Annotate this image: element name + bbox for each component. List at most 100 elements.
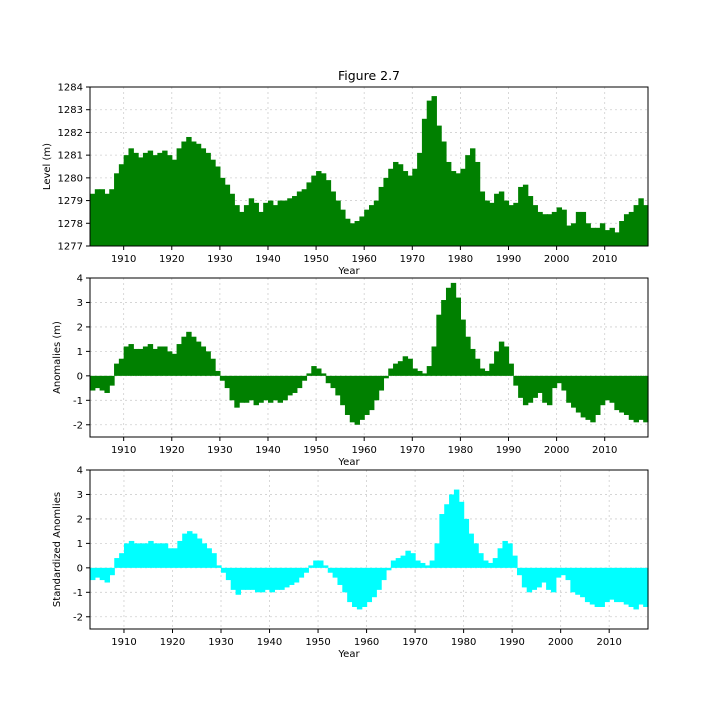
bar-anomalies [239,375,245,403]
bar-anomalies [340,375,346,406]
bar-level [426,100,433,246]
bar-level [494,193,500,246]
bar-standardized [390,560,397,568]
bar-level [571,223,577,246]
bar-anomalies [489,363,495,376]
y-tick-label: 1279 [58,196,83,207]
bar-standardized [371,567,377,598]
bar-level [436,125,442,246]
bar-level [253,202,259,246]
bar-standardized [240,567,246,590]
bar-level [474,161,481,246]
bar-level [219,177,226,246]
bar-standardized [133,543,140,568]
bar-level [595,227,601,246]
bar-standardized [347,567,353,603]
bar-level [518,186,524,246]
bar-standardized [609,567,615,600]
bar-anomalies [109,375,115,386]
bar-anomalies [455,297,461,376]
x-tick-label: 2000 [548,637,573,648]
bar-level [349,223,356,246]
bar-anomalies [210,358,216,376]
bar-standardized [415,560,421,568]
bar-level [340,209,346,246]
bar-anomalies [90,375,96,391]
x-tick-label: 2000 [544,254,569,265]
bar-anomalies [195,341,202,376]
bar-anomalies [373,375,380,401]
y-tick-label: 3 [77,490,83,501]
bar-standardized [264,567,271,590]
bar-standardized [536,567,542,588]
bar-level [316,171,322,246]
bar-level [229,193,235,246]
bar-standardized [187,531,193,568]
bar-standardized [342,567,348,593]
bar-level [484,200,490,246]
bar-anomalies [114,363,120,376]
x-tick-label: 1950 [305,637,330,648]
bar-anomalies [417,370,423,376]
bar-level [455,173,461,246]
y-tick-label: 0 [77,371,83,382]
bar-level [344,218,351,246]
bar-anomalies [407,358,413,376]
bar-level [118,164,125,246]
bar-standardized [201,543,208,568]
bar-level [585,223,591,246]
bar-standardized [594,567,601,607]
bar-anomalies [585,375,591,420]
y-axis-label: Level (m) [42,143,53,190]
bar-level [556,207,563,246]
bar-level [470,148,476,246]
bar-level [412,168,418,246]
bar-anomalies [248,375,255,401]
bar-standardized [182,533,188,568]
bar-anomalies [619,375,625,413]
bar-level [575,211,582,246]
bar-level [296,191,303,246]
bar-standardized [478,553,484,568]
bar-level [551,211,558,246]
bar-anomalies [590,375,596,423]
bar-standardized [560,567,567,576]
bar-standardized [526,567,533,593]
bar-level [292,196,298,246]
bar-level [157,152,163,246]
bar-anomalies [571,375,577,408]
chart-panel-anomalies: 1910 1920 1930 1940 1950 1960 1970 1980 1990 2000… [52,274,649,468]
bar-standardized [279,567,285,590]
bar-level [181,141,187,246]
bar-standardized [643,567,649,607]
bar-level [320,173,327,246]
bar-anomalies [431,346,437,376]
bar-level [311,175,317,246]
bar-standardized [444,504,450,568]
bar-level [407,175,413,246]
bar-standardized [628,567,635,607]
y-tick-label: -2 [73,612,83,623]
x-tick-label: 1930 [207,445,232,456]
bar-anomalies [484,370,490,376]
bar-standardized [114,558,120,568]
bar-level [138,157,144,246]
bar-anomalies [474,358,481,376]
bar-standardized [546,567,552,590]
y-tick-label: 1281 [58,151,83,162]
bar-level [522,184,529,246]
bar-anomalies [445,287,452,376]
bar-anomalies [383,375,389,379]
bar-standardized [162,543,169,568]
bar-standardized [109,567,115,576]
x-tick-label: 1970 [402,637,427,648]
bar-standardized [502,540,508,568]
x-tick-label: 2000 [544,445,569,456]
bar-standardized [308,565,314,568]
chart-panel-standardized: 1910 1920 1930 1940 1950 1960 1970 1980 1990 2000… [52,466,649,660]
bar-anomalies [498,341,505,376]
bar-level [561,209,567,246]
axes-frame-standardized [89,469,649,630]
bar-level [450,171,457,246]
